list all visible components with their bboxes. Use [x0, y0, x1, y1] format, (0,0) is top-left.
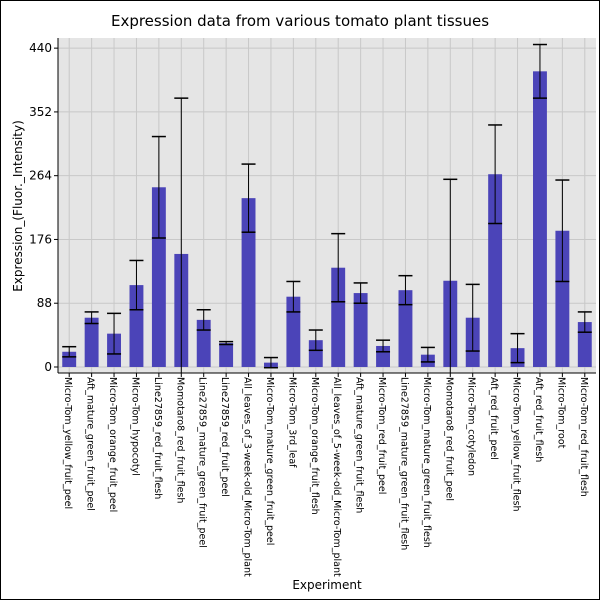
- x-tick-label: Aft_red_fruit_peel: [488, 377, 499, 460]
- x-tick-label: Line27859_red_fruit_peel: [219, 377, 230, 497]
- x-tick-label: Micro-Tom_cotyledon: [466, 377, 477, 476]
- x-tick-label: Aft_mature_green_fruit_peel: [85, 377, 96, 511]
- x-tick-label: All_leaves_of_3-week-old_Micro-Tom_plant: [242, 377, 253, 577]
- x-tick-label: Aft_mature_green_fruit_flesh: [354, 377, 365, 513]
- y-tick-label: 176: [29, 232, 52, 246]
- bar: [488, 174, 503, 367]
- bar: [129, 285, 144, 367]
- bar: [196, 319, 211, 367]
- plot-area: [58, 38, 596, 373]
- bar: [308, 340, 323, 367]
- x-tick-label: Line27859_mature_green_fruit_flesh: [398, 377, 409, 550]
- y-tick-label: 264: [29, 169, 52, 183]
- y-tick-label: 88: [37, 296, 52, 310]
- x-tick-label: Line27859_mature_green_fruit_peel: [197, 377, 208, 548]
- x-tick-label: Line27859_red_fruit_flesh: [152, 377, 163, 499]
- bar: [286, 296, 301, 367]
- bar: [353, 293, 368, 367]
- x-tick-label: Micro-Tom_mature_green_fruit_peel: [264, 377, 275, 545]
- x-tick-label: Micro-Tom_orange_fruit_flesh: [309, 377, 320, 515]
- y-tick-label: 440: [29, 41, 52, 55]
- x-tick-label: Micro-Tom_3rd_leaf: [286, 377, 297, 468]
- x-tick-label: All_leaves_of_5-week-old_Micro-Tom_plant: [331, 377, 342, 577]
- y-axis-label: Expression_(Fluor._Intensity): [11, 120, 25, 292]
- x-tick-label: Micro-Tom_red_fruit_peel: [376, 377, 387, 494]
- bar: [151, 187, 166, 367]
- bar: [398, 290, 413, 367]
- y-tick-label: 0: [44, 360, 52, 374]
- x-tick-label: Micro-Tom_mature_green_fruit_flesh: [421, 377, 432, 548]
- x-axis-label: Experiment: [292, 578, 362, 592]
- bar: [555, 230, 570, 367]
- chart-title: Expression data from various tomato plan…: [111, 12, 489, 30]
- bar: [84, 317, 99, 367]
- x-tick-label: Momotaro8_red_fruit_peel: [443, 377, 454, 501]
- bar: [533, 71, 547, 367]
- x-tick-label: Aft_red_fruit_flesh: [533, 377, 544, 462]
- x-tick-label: Micro-Tom_root: [555, 377, 566, 449]
- bar: [331, 267, 346, 367]
- x-tick-label: Micro-Tom_yellow_fruit_flesh: [511, 377, 522, 512]
- x-tick-label: Micro-Tom_hypocotyl: [129, 377, 140, 476]
- x-tick-label: Momotaro8_red_fruit_flesh: [174, 377, 185, 503]
- y-tick-label: 352: [29, 105, 52, 119]
- bar: [219, 343, 234, 367]
- bar: [241, 198, 256, 367]
- x-tick-label: Micro-Tom_yellow_fruit_peel: [62, 377, 73, 509]
- x-tick-label: Micro-Tom_red_fruit_flesh: [578, 377, 589, 497]
- x-tick-label: Micro-Tom_orange_fruit_peel: [107, 377, 118, 512]
- bar: [62, 351, 77, 367]
- bar: [577, 322, 592, 367]
